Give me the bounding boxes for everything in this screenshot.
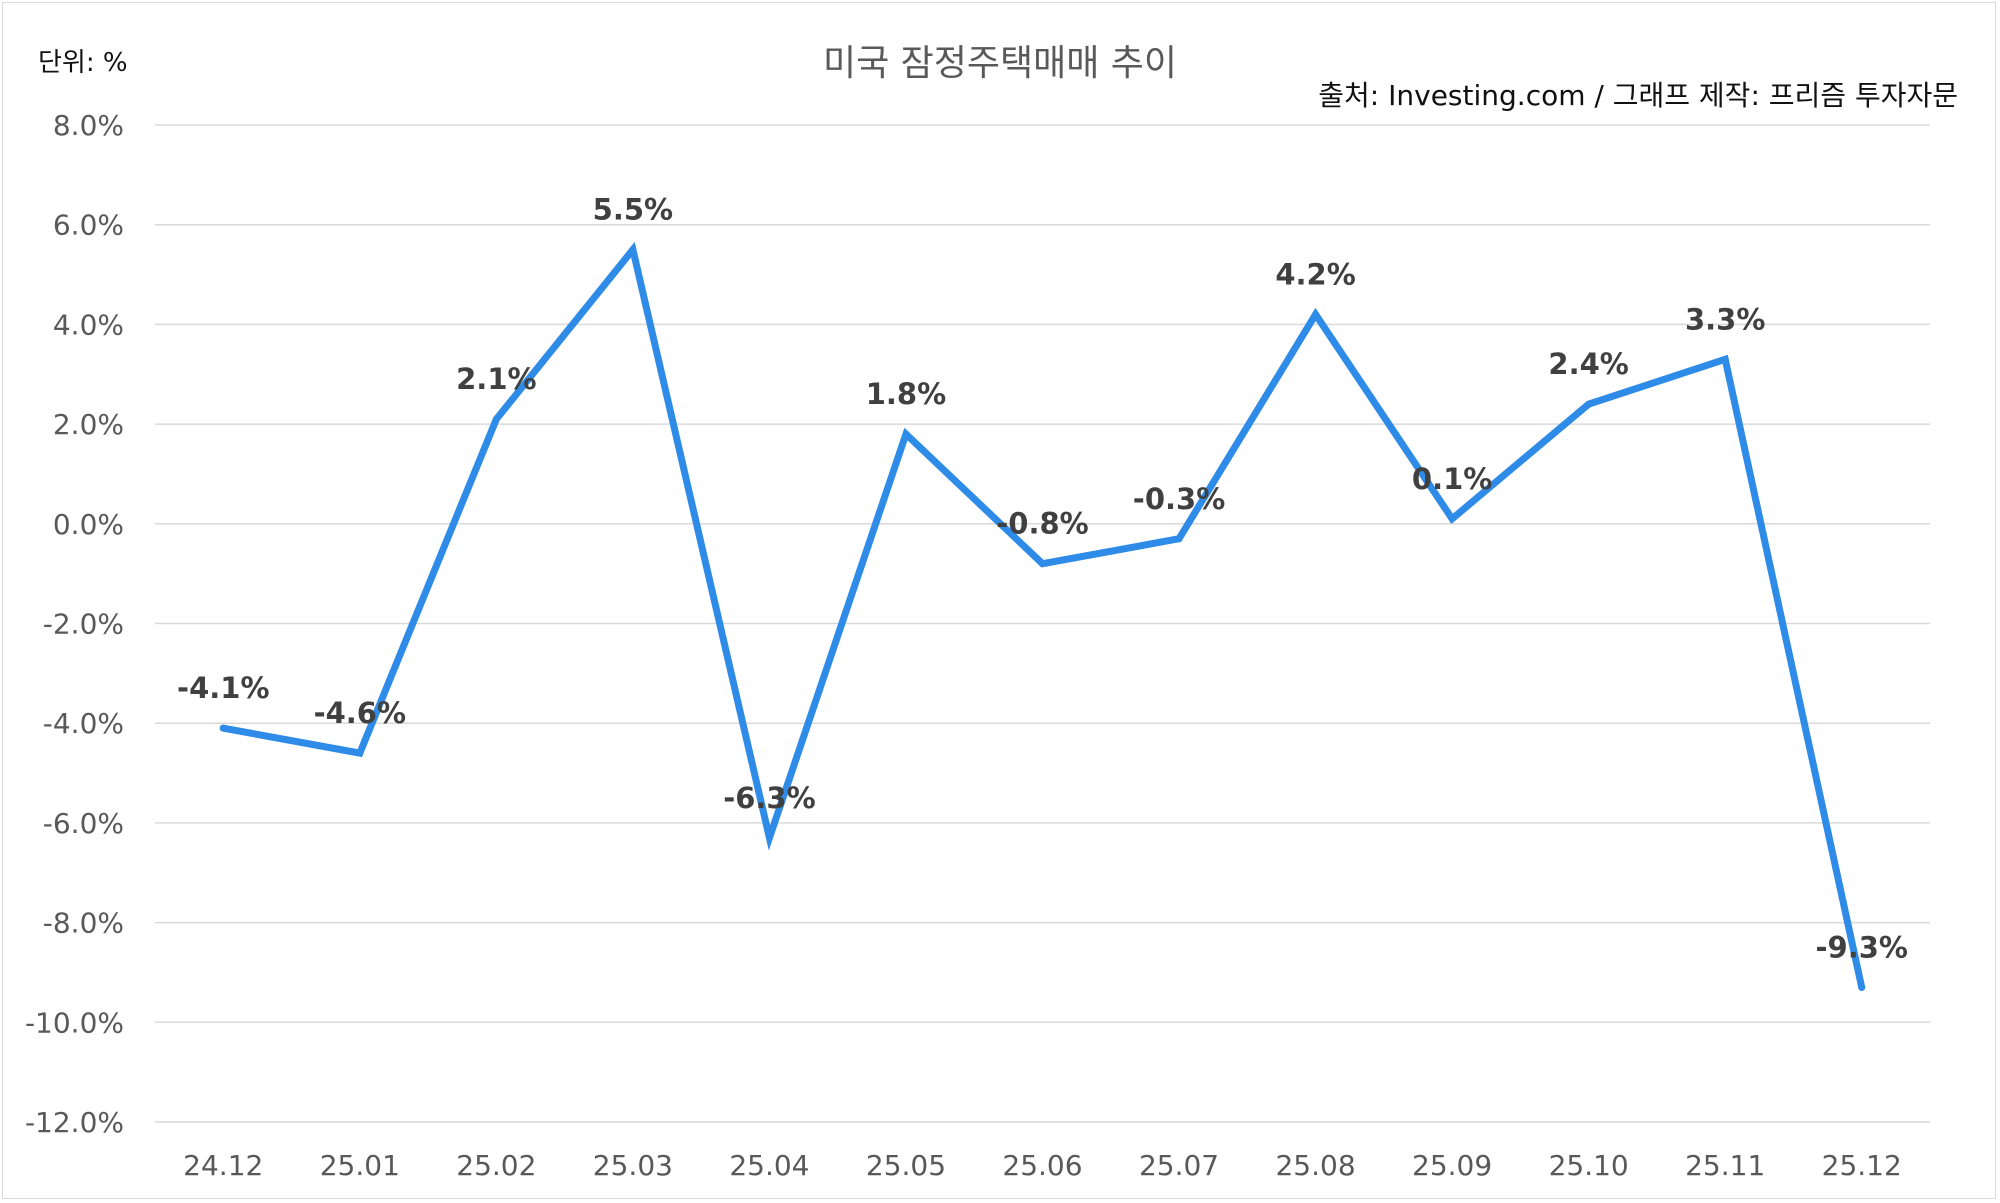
x-tick-label: 25.05 — [866, 1149, 946, 1182]
data-point — [1312, 310, 1320, 318]
y-tick-label: 8.0% — [53, 109, 124, 142]
data-label: -0.8% — [996, 507, 1088, 541]
data-point — [356, 749, 364, 757]
data-point — [765, 834, 773, 842]
x-tick-label: 25.02 — [456, 1149, 536, 1182]
data-label: 0.1% — [1412, 462, 1492, 496]
x-tick-label: 25.08 — [1275, 1149, 1355, 1182]
x-tick-label: 25.04 — [729, 1149, 809, 1182]
data-point — [1721, 355, 1729, 363]
x-tick-label: 25.12 — [1822, 1149, 1902, 1182]
y-tick-label: 0.0% — [53, 508, 124, 541]
x-tick-label: 25.01 — [320, 1149, 400, 1182]
data-label: -6.3% — [723, 781, 815, 815]
data-point — [1448, 515, 1456, 523]
data-label: -4.1% — [177, 671, 269, 705]
data-point — [1585, 400, 1593, 408]
unit-label: 단위: % — [38, 48, 128, 78]
x-tick-label: 25.11 — [1685, 1149, 1765, 1182]
data-label: 1.8% — [866, 377, 946, 411]
y-tick-label: -10.0% — [25, 1006, 124, 1039]
data-label: -9.3% — [1815, 930, 1907, 964]
y-tick-label: 6.0% — [53, 209, 124, 242]
source-label: 출처: Investing.com / 그래프 제작: 프리즘 투자자문 — [1318, 79, 1958, 112]
data-point — [219, 724, 227, 732]
y-tick-label: -2.0% — [43, 608, 124, 641]
data-label: 5.5% — [593, 193, 673, 227]
chart-title: 미국 잠정주택매매 추이 — [822, 43, 1178, 84]
data-label: 3.3% — [1685, 302, 1765, 336]
x-tick-label: 24.12 — [183, 1149, 263, 1182]
x-tick-label: 25.09 — [1412, 1149, 1492, 1182]
y-tick-label: -6.0% — [43, 807, 124, 840]
data-label: 2.1% — [456, 362, 536, 396]
x-tick-label: 25.03 — [593, 1149, 673, 1182]
data-point — [1175, 535, 1183, 543]
x-tick-label: 25.07 — [1139, 1149, 1219, 1182]
data-point — [629, 246, 637, 254]
data-point — [1039, 560, 1046, 568]
data-label: -0.3% — [1133, 482, 1225, 516]
data-point — [1858, 983, 1866, 991]
x-tick-label: 25.10 — [1549, 1149, 1629, 1182]
x-tick-label: 25.06 — [1002, 1149, 1082, 1182]
y-tick-label: 4.0% — [53, 308, 124, 341]
y-tick-label: -8.0% — [43, 907, 124, 940]
y-tick-label: -12.0% — [25, 1106, 124, 1139]
data-label: 4.2% — [1275, 257, 1355, 291]
y-tick-label: 2.0% — [53, 408, 124, 441]
data-label: 2.4% — [1548, 347, 1628, 381]
data-point — [492, 415, 500, 423]
data-label: -4.6% — [314, 696, 406, 730]
y-tick-label: -4.0% — [43, 707, 124, 740]
data-point — [902, 430, 910, 438]
